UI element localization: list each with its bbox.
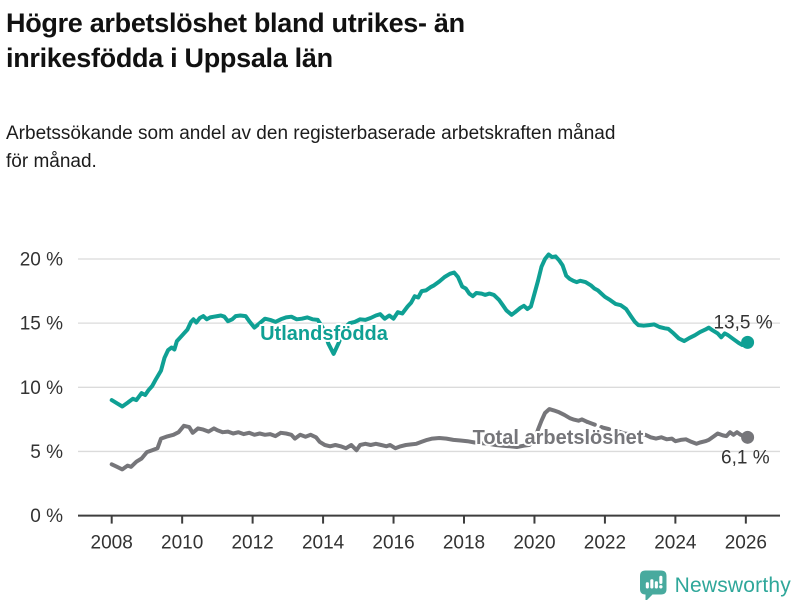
x-tick-label: 2026 (725, 533, 767, 554)
series-end-dot (741, 430, 755, 444)
x-tick-label: 2022 (584, 533, 626, 554)
series-name-label: Total arbetslöshet (473, 427, 644, 449)
y-tick-label: 15 % (20, 314, 63, 335)
x-tick-label: 2010 (161, 533, 203, 554)
chart-subtitle-line2: för månad. (6, 151, 97, 172)
chart-title-line2: inrikesfödda i Uppsala län (6, 43, 333, 73)
x-tick-label: 2020 (513, 533, 555, 554)
gridlines (78, 258, 780, 453)
series-end-value-label: 13,5 % (713, 312, 772, 333)
x-tick-label: 2016 (372, 533, 414, 554)
unemployment-line-chart: 0 %5 %10 %15 %20 % 2008 2010 2012 2014 2016 2… (20, 250, 780, 554)
chart-subtitle: Arbetssökande som andel av den registerb… (6, 120, 800, 176)
y-axis-labels: 0 % 5 % 10 % 15 % 20 % (20, 250, 63, 528)
series-line-total (109, 407, 590, 472)
series-lines (109, 252, 755, 472)
x-tick-label: 2024 (654, 533, 697, 554)
x-axis: 2008 2010 2012 2014 2016 2018 2020 2022 2024 2026 (78, 514, 780, 554)
x-tick-label: 2012 (231, 533, 273, 554)
chart-subtitle-line1: Arbetssökande som andel av den registerb… (6, 123, 616, 144)
y-tick-label: 20 % (20, 250, 63, 271)
y-tick-label: 5 % (30, 442, 63, 463)
newsworthy-wordmark: Newsworthy (674, 574, 791, 597)
chart-card: Högre arbetslöshet bland utrikes- än inri… (0, 6, 800, 600)
y-tick-label: 10 % (20, 378, 63, 399)
series-line-total (585, 419, 621, 434)
series-line-utlandsfodda (109, 252, 750, 409)
series-line-total (617, 429, 750, 446)
series-end-dot (741, 335, 755, 349)
chart-title: Högre arbetslöshet bland utrikes- än inri… (6, 6, 800, 76)
series-labels: Utlandsfödda 13,5 % Total arbetslöshet 6,1 … (258, 312, 773, 468)
x-tick-label: 2014 (302, 533, 345, 554)
series-end-value-label: 6,1 % (721, 447, 770, 468)
y-tick-label: 0 % (30, 506, 63, 527)
x-tick-label: 2018 (443, 533, 485, 554)
newsworthy-logo-icon (639, 570, 667, 600)
newsworthy-logo[interactable]: Newsworthy (639, 570, 791, 600)
x-tick-label: 2008 (91, 533, 133, 554)
series-name-label: Utlandsfödda (260, 323, 389, 345)
chart-title-line1: Högre arbetslöshet bland utrikes- än (6, 8, 465, 38)
